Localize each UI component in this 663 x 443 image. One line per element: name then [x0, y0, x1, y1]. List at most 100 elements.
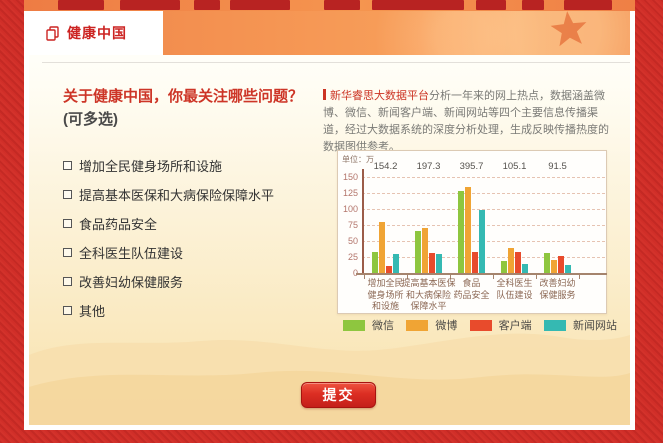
banner-text-fragment	[522, 0, 544, 10]
description-lead: 新华睿思大数据平台	[330, 90, 429, 102]
bar-微信	[372, 251, 378, 273]
banner-text-fragment	[564, 0, 612, 10]
category-label: 增加全民 健身场所 和设施	[367, 278, 404, 311]
gridline	[362, 193, 605, 194]
legend-item: 微博	[406, 317, 457, 333]
legend-swatch	[543, 319, 566, 331]
x-axis-tick	[493, 275, 494, 279]
banner-text-fragment	[372, 0, 464, 10]
top-cutoff-banner	[24, 0, 635, 11]
bar-微博	[551, 259, 557, 273]
category-label: 提高基本医保 和大病保险 保障水平	[401, 278, 456, 311]
submit-button[interactable]: 提交	[301, 382, 376, 408]
group-total-label: 197.3	[416, 161, 441, 172]
bar-微信	[544, 253, 550, 273]
page-title: 健康中国	[67, 25, 127, 41]
bar-客户端	[558, 256, 564, 273]
x-axis-tick	[536, 275, 537, 279]
y-axis-tick: 150	[342, 172, 358, 182]
banner-text-fragment	[230, 0, 290, 10]
bar-微博	[379, 221, 385, 273]
legend-label: 微博	[435, 320, 458, 332]
option-row[interactable]: 增加全民健身场所和设施	[63, 157, 323, 174]
checkbox[interactable]	[63, 306, 72, 315]
document-icon	[46, 25, 59, 41]
y-axis-tick: 25	[347, 252, 358, 262]
legend-label: 客户端	[498, 320, 532, 332]
bar-新闻网站	[565, 264, 571, 273]
category-label: 食品 药品安全	[453, 278, 490, 300]
star-icon	[550, 11, 587, 47]
gridline	[362, 177, 605, 178]
survey-card: 健康中国 关于健康中国，你最关注哪些问题？(可多选) 增加全民健身场所和设施 提高…	[24, 11, 635, 430]
option-label: 其他	[79, 304, 106, 319]
bar-新闻网站	[522, 264, 528, 273]
bar-微信	[501, 260, 507, 273]
bar-客户端	[515, 251, 521, 273]
option-label: 全科医生队伍建设	[79, 246, 184, 261]
bar-chart: 单位：万 150 125 100 75 50 25 0 154.2 增加全民健身场所和设施 197…	[337, 150, 607, 314]
x-axis-tick	[407, 275, 408, 279]
option-label: 改善妇幼保健服务	[79, 275, 184, 290]
group-total-label: 154.2	[373, 161, 398, 172]
category-label: 全科医生 队伍建设	[496, 278, 533, 300]
bar-微信	[458, 191, 464, 273]
banner-text-fragment	[58, 0, 104, 10]
option-label: 食品药品安全	[79, 217, 158, 232]
legend-item: 客户端	[469, 317, 532, 333]
y-axis-line	[362, 169, 364, 273]
group-total-label: 91.5	[548, 161, 567, 172]
y-axis-tick: 75	[347, 220, 358, 230]
header-divider	[42, 62, 630, 63]
red-bar-icon	[323, 89, 326, 100]
y-axis-tick: 50	[347, 236, 358, 246]
checkbox[interactable]	[63, 190, 72, 199]
y-axis-tick: 0	[338, 268, 358, 278]
y-axis-tick: 125	[342, 188, 358, 198]
group-total-label: 395.7	[459, 161, 484, 172]
bar-微博	[422, 227, 428, 273]
x-axis-tick	[579, 275, 580, 279]
bar-客户端	[386, 265, 392, 273]
y-axis-tick: 100	[342, 204, 358, 214]
legend-swatch	[406, 319, 429, 331]
bar-微信	[415, 231, 421, 273]
checkbox[interactable]	[63, 248, 72, 257]
bar-微博	[508, 248, 514, 273]
gridline	[362, 209, 605, 210]
description-paragraph: 新华睿思大数据平台分析一年来的网上热点，数据涵盖微博、微信、新闻客户端、新闻网站…	[323, 88, 619, 156]
bar-客户端	[472, 251, 478, 273]
x-axis-tick	[450, 275, 451, 279]
legend-swatch	[469, 319, 492, 331]
question-text: 关于健康中国，你最关注哪些问题？(可多选)	[63, 88, 304, 128]
checkbox[interactable]	[63, 219, 72, 228]
options-list: 增加全民健身场所和设施提高基本医保和大病保险保障水平 食品药品安全全科医生队伍建设…	[63, 157, 323, 331]
option-row[interactable]: 提高基本医保和大病保险保障水平	[63, 186, 323, 203]
bar-新闻网站	[479, 209, 485, 273]
bar-客户端	[429, 253, 435, 273]
option-row[interactable]: 全科医生队伍建设	[63, 244, 323, 261]
bar-新闻网站	[436, 253, 442, 273]
checkbox[interactable]	[63, 277, 72, 286]
chart-unit-label: 单位：万	[342, 155, 374, 164]
category-label: 改善妇幼 保健服务	[539, 278, 576, 300]
option-row[interactable]: 其他	[63, 302, 323, 319]
legend-item: 微信	[343, 317, 394, 333]
header-tab: 健康中国	[29, 11, 163, 55]
legend-item: 新闻网站	[543, 317, 617, 333]
banner-text-fragment	[324, 0, 360, 10]
banner-text-fragment	[476, 0, 506, 10]
checkbox[interactable]	[63, 161, 72, 170]
banner-text-fragment	[120, 0, 180, 10]
bar-新闻网站	[393, 253, 399, 273]
x-axis-line	[356, 273, 607, 275]
legend-label: 新闻网站	[572, 320, 617, 332]
x-axis-tick	[364, 275, 365, 279]
option-row[interactable]: 改善妇幼保健服务	[63, 273, 323, 290]
bar-微博	[465, 186, 471, 273]
option-row[interactable]: 食品药品安全	[63, 215, 323, 232]
legend-swatch	[343, 319, 365, 331]
option-label: 增加全民健身场所和设施	[79, 159, 223, 174]
option-label: 提高基本医保和大病保险保障水平	[79, 188, 275, 203]
